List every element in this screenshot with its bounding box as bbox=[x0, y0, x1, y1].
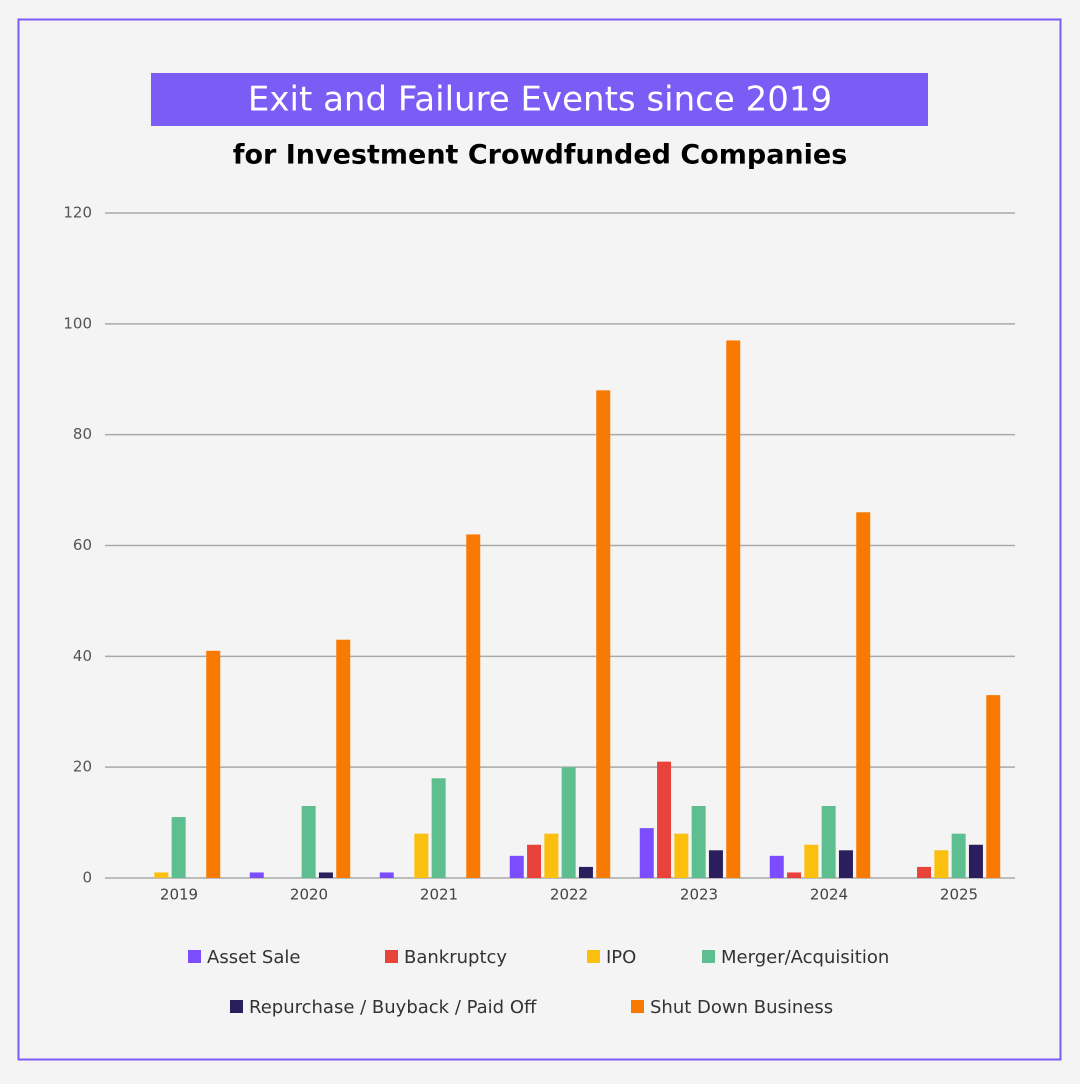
x-tick-label: 2019 bbox=[160, 886, 198, 904]
bar bbox=[639, 828, 654, 878]
bar bbox=[249, 872, 264, 878]
bar bbox=[544, 833, 559, 878]
bar bbox=[527, 844, 542, 878]
bar bbox=[769, 855, 784, 878]
bar bbox=[596, 390, 611, 878]
legend-label: IPO bbox=[606, 947, 636, 968]
bar bbox=[466, 534, 481, 878]
bar bbox=[968, 844, 983, 878]
bar bbox=[414, 833, 429, 878]
bar bbox=[934, 850, 949, 878]
bar bbox=[917, 866, 932, 878]
chart-title: Exit and Failure Events since 2019 bbox=[248, 80, 832, 120]
bar bbox=[726, 340, 741, 878]
bar bbox=[657, 761, 672, 878]
bar bbox=[856, 512, 871, 878]
y-tick-label: 100 bbox=[63, 314, 92, 332]
legend-label: Bankruptcy bbox=[404, 947, 507, 968]
y-tick-label: 0 bbox=[82, 869, 92, 887]
bar bbox=[691, 805, 706, 878]
legend-swatch bbox=[230, 1000, 243, 1013]
bar bbox=[708, 850, 723, 878]
x-tick-label: 2023 bbox=[680, 886, 718, 904]
x-tick-label: 2022 bbox=[550, 886, 588, 904]
x-tick-label: 2025 bbox=[940, 886, 978, 904]
y-tick-label: 20 bbox=[73, 758, 92, 776]
bar bbox=[986, 695, 1001, 878]
bar bbox=[379, 872, 394, 878]
legend-label: Shut Down Business bbox=[650, 997, 833, 1018]
x-tick-label: 2021 bbox=[420, 886, 458, 904]
bar bbox=[318, 872, 333, 878]
bar bbox=[821, 805, 836, 878]
x-tick-label: 2024 bbox=[810, 886, 848, 904]
bar bbox=[804, 844, 819, 878]
bar bbox=[787, 872, 802, 878]
bar bbox=[154, 872, 169, 878]
legend-swatch bbox=[702, 950, 715, 963]
legend-label: Repurchase / Buyback / Paid Off bbox=[249, 997, 537, 1018]
legend-label: Merger/Acquisition bbox=[721, 947, 889, 968]
legend-swatch bbox=[385, 950, 398, 963]
legend-swatch bbox=[587, 950, 600, 963]
y-tick-label: 40 bbox=[73, 647, 92, 665]
y-tick-label: 120 bbox=[63, 204, 92, 222]
bar bbox=[838, 850, 853, 878]
bar bbox=[509, 855, 524, 878]
bar bbox=[578, 866, 593, 878]
bar bbox=[171, 817, 186, 878]
y-tick-label: 60 bbox=[73, 536, 92, 554]
bar bbox=[301, 805, 316, 878]
legend-label: Asset Sale bbox=[207, 947, 300, 968]
bar bbox=[206, 650, 221, 878]
bar bbox=[561, 767, 576, 878]
legend-swatch bbox=[631, 1000, 644, 1013]
chart-subtitle: for Investment Crowdfunded Companies bbox=[233, 140, 848, 171]
bar bbox=[951, 833, 966, 878]
bar bbox=[336, 639, 351, 878]
legend-swatch bbox=[188, 950, 201, 963]
bar bbox=[431, 778, 446, 878]
frame bbox=[17, 18, 1062, 1061]
bar bbox=[674, 833, 689, 878]
title-box bbox=[151, 73, 928, 126]
y-tick-label: 80 bbox=[73, 425, 92, 443]
x-tick-label: 2020 bbox=[290, 886, 328, 904]
